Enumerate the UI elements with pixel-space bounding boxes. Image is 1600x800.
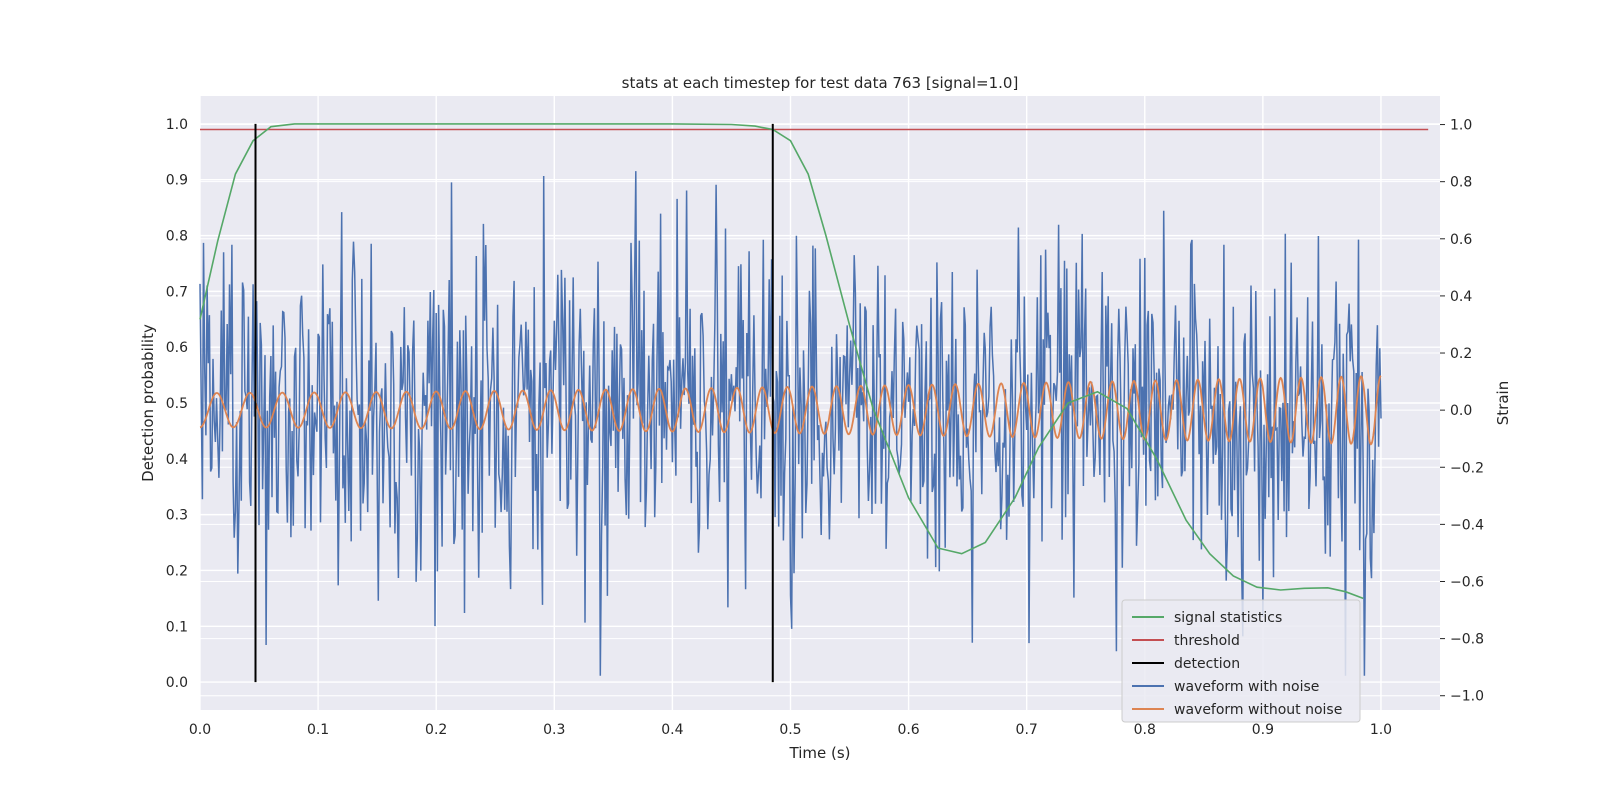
y-tick-label-left: 0.3 <box>166 508 188 524</box>
y-tick-label-right: 1.0 <box>1450 118 1472 134</box>
x-tick-label: 0.3 <box>543 722 565 738</box>
x-tick-label: 0.0 <box>189 722 211 738</box>
x-tick-label: 0.5 <box>779 722 801 738</box>
x-tick-label: 0.9 <box>1252 722 1274 738</box>
y-tick-label-right: 0.8 <box>1450 175 1472 191</box>
legend-label: waveform with noise <box>1174 679 1319 695</box>
x-tick-label: 0.8 <box>1134 722 1156 738</box>
y-axis-label-right: Strain <box>1494 381 1512 425</box>
legend-label: detection <box>1174 656 1240 672</box>
y-tick-label-right: 0.2 <box>1450 346 1472 362</box>
legend-label: signal statistics <box>1174 610 1282 626</box>
y-tick-label-left: 0.6 <box>166 340 188 356</box>
x-tick-label: 0.4 <box>661 722 683 738</box>
chart-title: stats at each timestep for test data 763… <box>622 74 1019 92</box>
y-tick-label-left: 0.2 <box>166 563 188 579</box>
y-tick-label-right: −0.4 <box>1450 517 1484 533</box>
legend-label: waveform without noise <box>1174 702 1342 718</box>
y-tick-label-left: 0.9 <box>166 173 188 189</box>
x-tick-label: 0.1 <box>307 722 329 738</box>
y-tick-label-left: 1.0 <box>166 117 188 133</box>
y-tick-label-left: 0.7 <box>166 284 188 300</box>
y-tick-label-left: 0.5 <box>166 396 188 412</box>
y-tick-label-right: 0.6 <box>1450 232 1472 248</box>
y-axis-label-left: Detection probability <box>139 324 157 482</box>
x-tick-label: 0.7 <box>1016 722 1038 738</box>
y-tick-label-right: −1.0 <box>1450 689 1484 705</box>
series-lines <box>199 123 1429 683</box>
y-tick-label-left: 0.1 <box>166 619 188 635</box>
y-tick-label-right: 0.0 <box>1450 403 1472 419</box>
y-tick-label-left: 0.4 <box>166 452 188 468</box>
x-tick-label: 1.0 <box>1370 722 1392 738</box>
legend-box <box>1121 599 1361 723</box>
series-waveform-with-noise <box>199 171 1382 676</box>
series-waveform-without-noise <box>199 375 1382 446</box>
legend: signal statistics threshold detection wavef… <box>1121 599 1361 723</box>
x-axis-label: Time (s) <box>789 744 851 762</box>
y-ticks-right: −1.0 −0.8 −0.6 −0.4 −0.2 0.0 0.2 0.4 0.6 0.8 1.0 <box>1440 118 1484 705</box>
x-tick-label: 0.2 <box>425 722 447 738</box>
series-signal-statistics <box>199 123 1364 600</box>
y-ticks-left: 0.0 0.1 0.2 0.3 0.4 0.5 0.6 0.7 0.8 0.9 1.0 <box>166 117 188 691</box>
y-tick-label-left: 0.0 <box>166 675 188 691</box>
y-tick-label-right: −0.2 <box>1450 460 1484 476</box>
y-tick-label-left: 0.8 <box>166 229 188 245</box>
x-tick-label: 0.6 <box>897 722 919 738</box>
y-tick-label-right: −0.8 <box>1450 632 1484 648</box>
x-ticks: 0.0 0.1 0.2 0.3 0.4 0.5 0.6 0.7 0.8 0.9 1.0 <box>189 722 1392 738</box>
legend-label: threshold <box>1174 633 1240 649</box>
y-tick-label-right: 0.4 <box>1450 289 1472 305</box>
y-tick-label-right: −0.6 <box>1450 574 1484 590</box>
